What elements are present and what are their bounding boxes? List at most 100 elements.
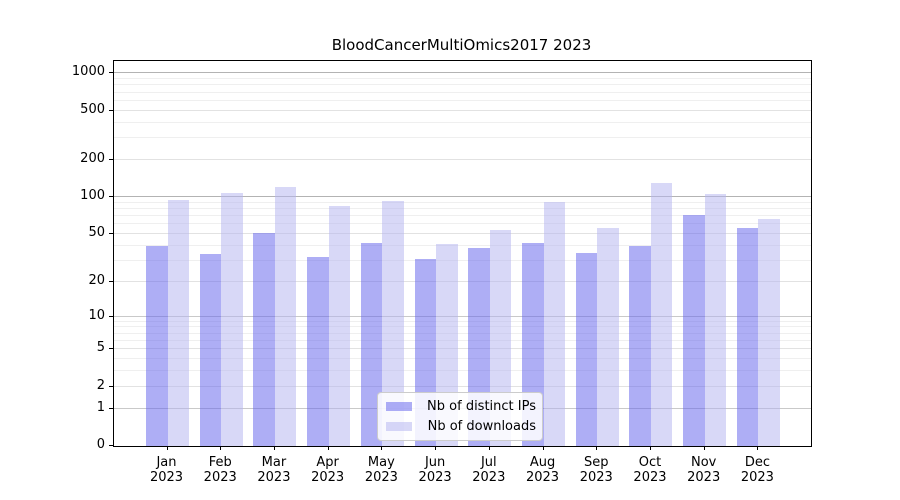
x-tick-label-sep: Sep 2023 — [579, 455, 613, 485]
y-tick-mark-10 — [109, 315, 113, 317]
gridline-y-90 — [114, 201, 811, 203]
x-tick-mark-jul — [488, 446, 490, 450]
gridline-y-500 — [114, 109, 811, 111]
bar-distinct-ips-sep — [575, 252, 598, 446]
legend-label-downloads: Nb of downloads — [427, 419, 536, 434]
x-tick-mark-jan — [166, 446, 168, 450]
y-tick-mark-1000 — [109, 72, 113, 74]
bar-downloads-jul — [489, 229, 512, 446]
x-tick-label-dec: Dec 2023 — [740, 455, 774, 485]
y-tick-label-2: 2 — [96, 377, 105, 393]
gridline-y-300 — [114, 137, 811, 139]
legend: Nb of distinct IPs Nb of downloads — [377, 392, 543, 441]
gridline-y-700 — [114, 91, 811, 93]
legend-label-distinct-ips: Nb of distinct IPs — [427, 399, 536, 414]
gridline-y-600 — [114, 99, 811, 101]
x-tick-label-oct: Oct 2023 — [633, 455, 667, 485]
gridline-y-60 — [114, 223, 811, 225]
chart-title: BloodCancerMultiOmics2017 2023 — [331, 36, 592, 54]
x-tick-mark-aug — [542, 446, 544, 450]
x-tick-mark-feb — [220, 446, 222, 450]
x-tick-label-jul: Jul 2023 — [472, 455, 506, 485]
gridline-y-400 — [114, 121, 811, 123]
bar-distinct-ips-dec — [736, 227, 759, 446]
x-tick-mark-nov — [703, 446, 705, 450]
x-tick-label-jun: Jun 2023 — [418, 455, 452, 485]
bar-downloads-aug — [543, 201, 566, 446]
bar-downloads-may — [382, 200, 404, 446]
legend-swatch-distinct-ips — [386, 402, 412, 411]
bar-downloads-sep — [597, 227, 619, 446]
x-tick-label-feb: Feb 2023 — [203, 455, 237, 485]
x-tick-mark-apr — [327, 446, 329, 450]
x-tick-label-apr: Apr 2023 — [311, 455, 345, 485]
bar-distinct-ips-oct — [629, 245, 651, 446]
x-tick-label-nov: Nov 2023 — [687, 455, 721, 485]
gridline-y-1000 — [114, 72, 811, 74]
x-tick-mark-sep — [596, 446, 598, 450]
bar-distinct-ips-nov — [683, 215, 705, 446]
y-tick-mark-100 — [109, 196, 113, 198]
gridline-y-40 — [114, 244, 811, 246]
legend-swatch-downloads — [386, 422, 412, 431]
gridline-y-200 — [114, 158, 811, 160]
legend-item-distinct-ips: Nb of distinct IPs — [386, 398, 536, 415]
gridline-y-9 — [114, 320, 811, 322]
gridline-y-800 — [114, 84, 811, 86]
x-tick-mark-mar — [273, 446, 275, 450]
y-tick-label-1000: 1000 — [71, 64, 105, 80]
bar-distinct-ips-feb — [199, 254, 222, 446]
y-tick-label-200: 200 — [80, 150, 105, 166]
y-tick-mark-20 — [109, 280, 113, 282]
gridline-y-20 — [114, 280, 811, 282]
y-tick-mark-200 — [109, 158, 113, 160]
y-tick-mark-500 — [109, 109, 113, 111]
bar-distinct-ips-jan — [146, 245, 168, 446]
gridline-y-3 — [114, 370, 811, 372]
gridline-y-5 — [114, 348, 811, 350]
gridline-y-2 — [114, 385, 811, 387]
gridline-y-900 — [114, 78, 811, 80]
bar-distinct-ips-apr — [307, 257, 329, 446]
x-tick-label-jan: Jan 2023 — [149, 455, 184, 485]
bar-downloads-nov — [704, 193, 727, 446]
plot-area — [113, 60, 812, 447]
x-tick-mark-oct — [649, 446, 651, 450]
bar-downloads-feb — [221, 192, 243, 446]
x-tick-label-may: May 2023 — [364, 455, 398, 485]
legend-item-downloads: Nb of downloads — [386, 418, 536, 435]
y-tick-label-10: 10 — [88, 307, 105, 323]
y-tick-mark-5 — [109, 348, 113, 350]
gridline-y-7 — [114, 332, 811, 334]
gridline-y-50 — [114, 232, 811, 234]
bar-downloads-jan — [167, 199, 189, 446]
bar-downloads-oct — [650, 183, 673, 446]
gridline-y-10 — [114, 315, 811, 317]
gridline-y-30 — [114, 259, 811, 261]
bar-distinct-ips-mar — [253, 232, 275, 446]
gridline-y-70 — [114, 215, 811, 217]
gridline-y-8 — [114, 326, 811, 328]
y-tick-label-1: 1 — [96, 399, 105, 415]
x-tick-label-aug: Aug 2023 — [525, 455, 560, 485]
y-tick-label-20: 20 — [88, 272, 105, 288]
x-tick-mark-dec — [757, 446, 759, 450]
y-tick-label-0: 0 — [96, 437, 105, 452]
gridline-y-80 — [114, 207, 811, 209]
x-tick-mark-jun — [435, 446, 437, 450]
y-tick-label-500: 500 — [80, 101, 105, 117]
y-tick-mark-2 — [109, 385, 113, 387]
y-tick-mark-0 — [109, 445, 113, 446]
bar-downloads-apr — [328, 205, 351, 446]
gridline-y-6 — [114, 340, 811, 342]
y-tick-label-100: 100 — [80, 188, 105, 204]
x-tick-mark-may — [381, 446, 383, 450]
y-tick-mark-50 — [109, 232, 113, 234]
x-tick-label-mar: Mar 2023 — [257, 455, 291, 485]
gridline-y-4 — [114, 358, 811, 360]
bar-downloads-mar — [274, 186, 297, 446]
y-tick-label-5: 5 — [96, 340, 105, 356]
y-tick-mark-1 — [109, 407, 113, 409]
y-tick-label-50: 50 — [88, 224, 105, 240]
